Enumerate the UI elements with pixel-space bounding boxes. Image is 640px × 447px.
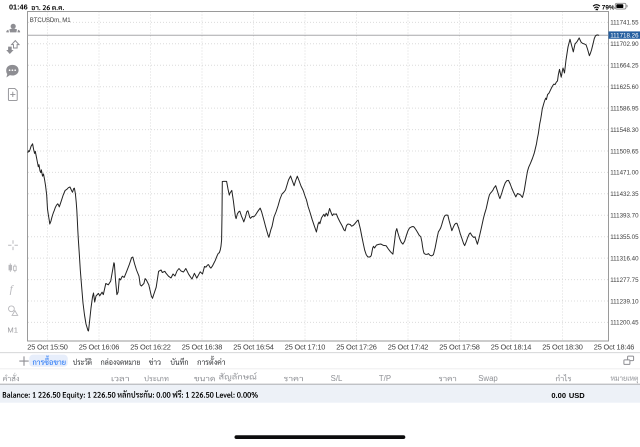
- svg-text:111432.35: 111432.35: [610, 191, 639, 198]
- svg-text:f: f: [10, 284, 15, 296]
- svg-text:25 Oct 15:50: 25 Oct 15:50: [27, 342, 68, 351]
- svg-text:111625.60: 111625.60: [610, 84, 639, 91]
- svg-text:25 Oct 16:54: 25 Oct 16:54: [233, 342, 274, 351]
- svg-text:25 Oct 16:06: 25 Oct 16:06: [79, 342, 120, 351]
- svg-text:25 Oct 17:10: 25 Oct 17:10: [285, 342, 326, 351]
- svg-text:111239.10: 111239.10: [610, 298, 639, 305]
- svg-text:25 Oct 18:14: 25 Oct 18:14: [491, 342, 532, 351]
- svg-text:79%: 79%: [602, 5, 615, 12]
- svg-text:M1: M1: [7, 325, 18, 334]
- svg-text:25 Oct 17:58: 25 Oct 17:58: [439, 342, 480, 351]
- svg-text:S/L: S/L: [331, 374, 343, 383]
- svg-text:01:46: 01:46: [9, 3, 28, 12]
- svg-text:25 Oct 17:26: 25 Oct 17:26: [336, 342, 377, 351]
- svg-text:Swap: Swap: [478, 374, 498, 383]
- svg-text:111586.95: 111586.95: [610, 105, 639, 112]
- svg-text:111316.40: 111316.40: [610, 255, 639, 262]
- svg-text:111509.65: 111509.65: [610, 148, 639, 155]
- svg-text:111718.26: 111718.26: [610, 33, 639, 40]
- svg-text:T/P: T/P: [379, 374, 391, 383]
- svg-text:111277.75: 111277.75: [610, 277, 639, 284]
- svg-text:111471.00: 111471.00: [610, 170, 639, 177]
- svg-text:111741.55: 111741.55: [610, 20, 639, 27]
- svg-text:111664.25: 111664.25: [610, 63, 639, 70]
- svg-text:111393.70: 111393.70: [610, 213, 639, 220]
- svg-text:111548.30: 111548.30: [610, 127, 639, 134]
- svg-text:25 Oct 17:42: 25 Oct 17:42: [388, 342, 429, 351]
- svg-text:25 Oct 16:22: 25 Oct 16:22: [130, 342, 171, 351]
- svg-text:111200.45: 111200.45: [610, 320, 639, 327]
- svg-text:BTCUSDm, M1: BTCUSDm, M1: [30, 17, 71, 24]
- svg-text:111355.05: 111355.05: [610, 234, 639, 241]
- svg-text:0.00: 0.00: [551, 391, 566, 400]
- svg-text:25 Oct 18:30: 25 Oct 18:30: [542, 342, 583, 351]
- svg-text:25 Oct 18:46: 25 Oct 18:46: [594, 342, 635, 351]
- svg-text:USD: USD: [569, 391, 585, 400]
- svg-text:111702.90: 111702.90: [610, 41, 639, 48]
- svg-text:25 Oct 16:38: 25 Oct 16:38: [182, 342, 223, 351]
